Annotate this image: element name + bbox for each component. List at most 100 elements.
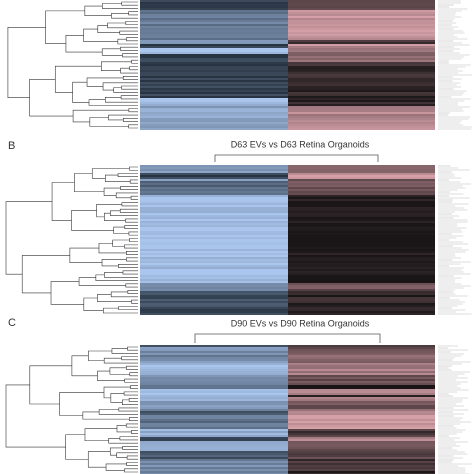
heatmap-row-left	[140, 413, 288, 415]
heatmap-row-left	[140, 203, 288, 205]
heatmap-row-right	[288, 54, 435, 56]
heatmap-row-left	[140, 273, 288, 275]
heatmap-row-right	[288, 441, 435, 443]
heatmap-row-right	[288, 275, 435, 277]
dendrogram-branch	[101, 259, 127, 267]
heatmap-row-left	[140, 38, 288, 40]
heatmap-row-right	[288, 114, 435, 116]
heatmap-row-right	[288, 465, 435, 467]
heatmap-row-left	[140, 287, 288, 289]
dendrogram-branch	[45, 10, 85, 44]
heatmap-row-right	[288, 30, 435, 32]
heatmap-row-right	[288, 213, 435, 215]
heatmap-row-right	[288, 435, 435, 437]
heatmap-row-left	[140, 0, 288, 2]
heatmap-row-left	[140, 175, 288, 177]
heatmap-row-left	[140, 435, 288, 437]
heatmap-row-right	[288, 122, 435, 124]
dendrogram-branch	[83, 28, 118, 42]
heatmap-row-left	[140, 423, 288, 425]
heatmap-row-right	[288, 126, 435, 128]
heatmap-row-left	[140, 84, 288, 86]
heatmap-row-right	[288, 195, 435, 197]
heatmap-row-right	[288, 8, 435, 10]
heatmap-row-left	[140, 425, 288, 427]
heatmap-row-left	[140, 54, 288, 56]
heatmap-row-left	[140, 205, 288, 207]
heatmap-row-left	[140, 297, 288, 299]
heatmap-row-left	[140, 281, 288, 283]
dendrogram-branch	[128, 397, 138, 402]
dendrogram-branch	[105, 463, 127, 471]
panel-label: B	[8, 140, 15, 152]
dendrogram-branch	[109, 367, 130, 375]
dendrogram-branch	[128, 124, 138, 129]
heatmap-row-left	[140, 185, 288, 187]
heatmap-row-right	[288, 189, 435, 191]
heatmap-row-right	[288, 247, 435, 249]
heatmap-row-left	[140, 96, 288, 98]
dendrogram-branch	[110, 210, 138, 216]
heatmap-row-left	[140, 12, 288, 14]
heatmap-row-right	[288, 257, 435, 259]
dendrogram-branch	[108, 438, 138, 444]
heatmap-row-left	[140, 4, 288, 6]
heatmap-row-right	[288, 201, 435, 203]
heatmap-row-left	[140, 385, 288, 387]
dendrogram-branch	[129, 166, 138, 171]
heatmap-row-right	[288, 269, 435, 271]
heatmap-row-left	[140, 217, 288, 219]
heatmap-row-left	[140, 179, 288, 181]
heatmap-row-left	[140, 355, 288, 357]
heatmap-row-left	[140, 167, 288, 169]
heatmap-row-left	[140, 78, 288, 80]
dendrogram-branch	[103, 386, 131, 399]
dendrogram-branch	[88, 99, 138, 106]
dendrogram-branch	[120, 67, 138, 74]
heatmap-row-right	[288, 12, 435, 14]
heatmap-row-left	[140, 369, 288, 371]
heatmap-row-right	[288, 0, 435, 2]
dendrogram-branch	[119, 208, 138, 213]
heatmap-row-right	[288, 241, 435, 243]
dendrogram-branch	[120, 46, 138, 51]
heatmap-row-right	[288, 347, 435, 349]
dendrogram-branch	[91, 168, 130, 179]
dendrogram-branch	[125, 21, 138, 25]
dendrogram-branch	[29, 78, 74, 117]
heatmap-row-left	[140, 221, 288, 223]
heatmap-row-right	[288, 427, 435, 429]
heatmap-row-right	[288, 102, 435, 104]
heatmap-row-left	[140, 249, 288, 251]
heatmap-row-right	[288, 255, 435, 257]
heatmap-row-left	[140, 197, 288, 199]
heatmap-row-left	[140, 441, 288, 443]
heatmap-row-left	[140, 112, 288, 114]
heatmap-row-left	[140, 126, 288, 128]
heatmap-row-left	[140, 6, 288, 8]
heatmap-row-left	[140, 395, 288, 397]
heatmap-row-right	[288, 128, 435, 130]
heatmap-row-left	[140, 10, 288, 12]
heatmap-row-left	[140, 32, 288, 34]
heatmap-row-right	[288, 24, 435, 26]
heatmap-row-right	[288, 281, 435, 283]
heatmap-row-left	[140, 189, 288, 191]
heatmap-row-left	[140, 379, 288, 381]
heatmap-row-left	[140, 305, 288, 307]
heatmap-row-left	[140, 231, 288, 233]
heatmap-row-left	[140, 295, 288, 297]
dendrogram-branch	[117, 38, 138, 45]
heatmap-row-right	[288, 385, 435, 387]
heatmap-row-right	[288, 48, 435, 50]
heatmap-row-left	[140, 227, 288, 229]
heatmap-row-right	[288, 106, 435, 108]
heatmap-row-left	[140, 375, 288, 377]
heatmap-row-right	[288, 303, 435, 305]
heatmap-row-right	[288, 361, 435, 363]
heatmap-row-left	[140, 100, 288, 102]
heatmap-row-left	[140, 58, 288, 60]
dendrogram-branch	[82, 411, 130, 420]
heatmap-row-right	[288, 355, 435, 357]
heatmap-row-left	[140, 465, 288, 467]
